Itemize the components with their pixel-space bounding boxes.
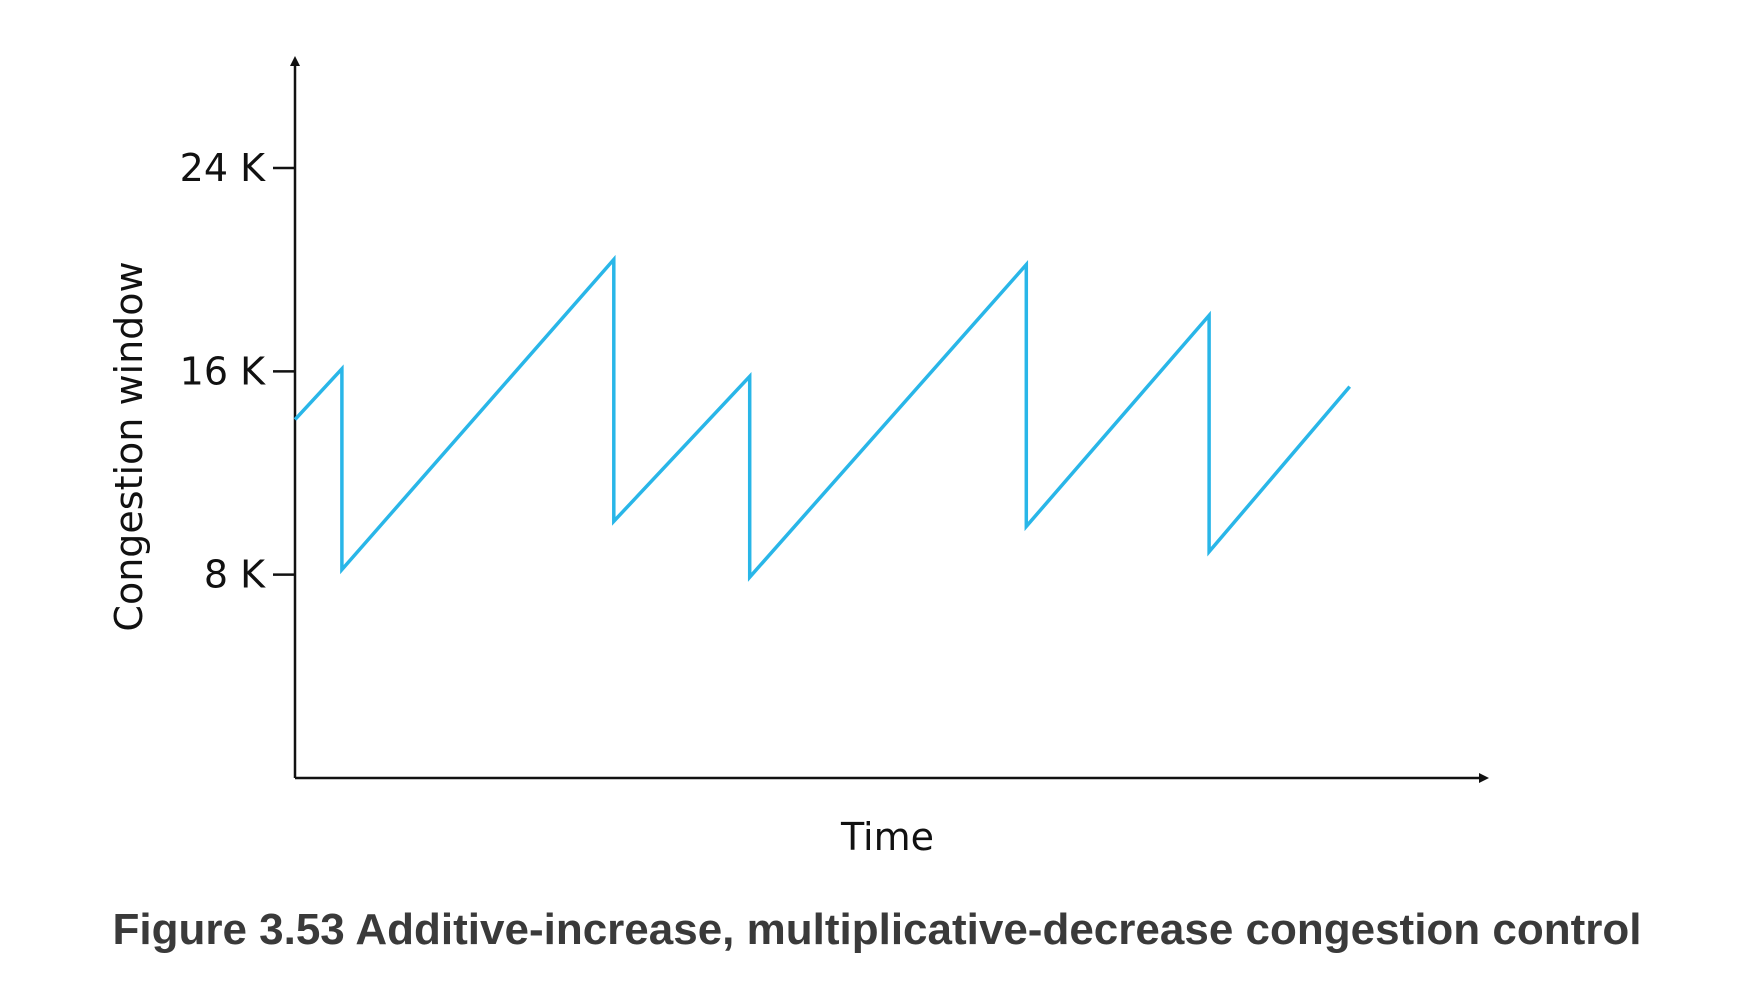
- y-ticks: 8 K 16 K 24 K: [180, 146, 295, 597]
- y-tick-label: 8 K: [204, 553, 266, 597]
- figure-caption: Figure 3.53 Additive-increase, multiplic…: [112, 905, 1642, 954]
- y-axis-label: Congestion window: [107, 261, 151, 631]
- congestion-window-series-line: [293, 254, 1352, 582]
- y-tick-label: 24 K: [180, 146, 266, 190]
- y-tick-label: 16 K: [180, 349, 266, 393]
- x-axis-label: Time: [840, 815, 934, 859]
- chart: 8 K 16 K 24 K Congestion window Time: [107, 56, 1489, 859]
- series-group: [293, 254, 1352, 582]
